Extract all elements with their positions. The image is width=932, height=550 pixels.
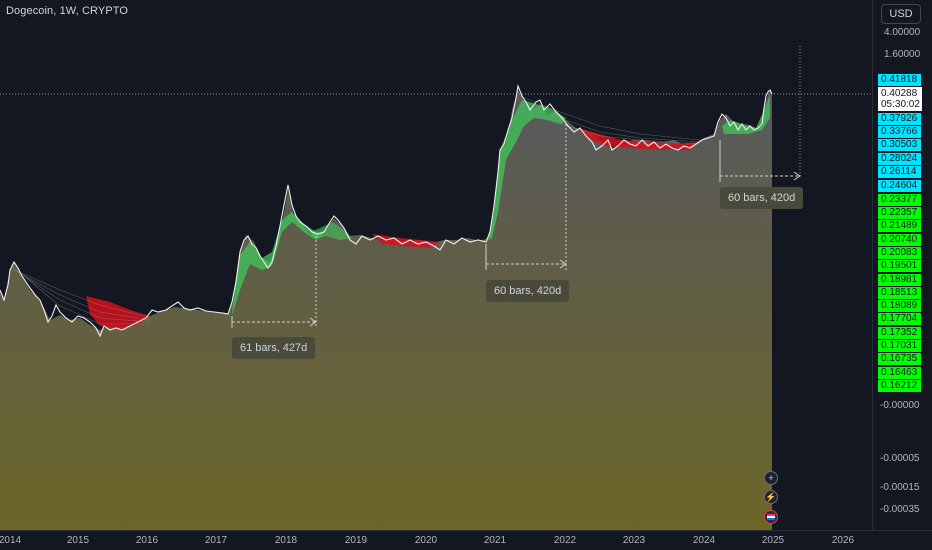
price-tag-green: 0.20740	[878, 234, 921, 246]
price-tag-green: 0.22357	[878, 207, 921, 219]
price-tag-green: 0.20083	[878, 247, 921, 259]
measure-label-1: 61 bars, 427d	[232, 337, 316, 359]
time-axis-label: 2015	[66, 535, 90, 546]
time-axis-label: 2023	[622, 535, 646, 546]
price-tag-green: 0.23377	[878, 194, 921, 206]
time-axis-label: 2026	[831, 535, 855, 546]
price-tag-cyan: 0.28024	[878, 153, 921, 165]
price-tag-cyan: 0.26114	[878, 166, 921, 178]
price-tag-green: 0.17031	[878, 340, 921, 352]
ribbon-band-2017	[232, 212, 324, 315]
price-axis-label: 4.00000	[884, 27, 921, 38]
price-tag-cyan: 0.41818	[878, 74, 921, 86]
price-chart-svg[interactable]	[0, 0, 872, 530]
price-tag-cyan: 0.30503	[878, 139, 921, 151]
price-tag-green: 0.18513	[878, 287, 921, 299]
price-axis-label: -0.00015	[880, 482, 920, 493]
time-axis-label: 2025	[761, 535, 785, 546]
price-tag-cyan: 0.37926	[878, 113, 921, 125]
time-axis-label: 2022	[553, 535, 577, 546]
symbol-title[interactable]: Dogecoin, 1W, CRYPTO	[6, 5, 129, 17]
time-axis-label: 2024	[692, 535, 716, 546]
currency-button[interactable]: USD	[881, 4, 921, 24]
price-axis[interactable]	[872, 0, 932, 530]
price-tag-cyan: 0.24604	[878, 180, 921, 192]
price-tag-green: 0.21489	[878, 220, 921, 232]
price-tag-green: 0.17704	[878, 313, 921, 325]
measure-label-3: 60 bars, 420d	[720, 187, 804, 209]
price-tag-green: 0.18089	[878, 300, 921, 312]
price-tag-green: 0.16463	[878, 367, 921, 379]
flag-icon[interactable]	[764, 510, 778, 524]
price-tag-green: 0.16212	[878, 380, 921, 392]
ribbon-red-2015	[86, 296, 150, 330]
measure-arrow-3[interactable]	[719, 140, 801, 182]
flag-glyph	[767, 514, 775, 520]
price-tag-cyan: 0.33766	[878, 126, 921, 138]
time-axis-label: 2014	[0, 535, 22, 546]
add-icon[interactable]: +	[764, 471, 778, 485]
price-area-fill	[0, 90, 772, 530]
measure-arrow-2[interactable]	[485, 124, 567, 270]
price-axis-label: -0.00035	[880, 504, 920, 515]
price-tag-green: 0.16735	[878, 353, 921, 365]
time-axis-label: 2017	[204, 535, 228, 546]
time-axis[interactable]	[0, 530, 932, 550]
plot-area[interactable]	[0, 0, 872, 530]
price-axis-label: -0.00000	[880, 400, 920, 411]
ribbon-band-2019	[310, 222, 352, 240]
time-axis-label: 2016	[135, 535, 159, 546]
current-price-tag: 0.40288 05:30:02	[878, 87, 922, 111]
measure-label-2: 60 bars, 420d	[486, 280, 570, 302]
bar-countdown: 05:30:02	[881, 99, 920, 110]
price-axis-label: -0.00005	[880, 453, 920, 464]
price-axis-label: 1.60000	[884, 49, 921, 60]
time-axis-label: 2021	[483, 535, 507, 546]
current-price-value: 0.40288	[881, 88, 918, 99]
ribbon-band-2024	[722, 95, 770, 134]
alert-icon[interactable]: ⚡	[764, 490, 778, 504]
price-tag-green: 0.19501	[878, 260, 921, 272]
time-axis-label: 2020	[414, 535, 438, 546]
measure-arrow-1[interactable]	[231, 236, 317, 328]
time-axis-label: 2018	[274, 535, 298, 546]
time-axis-label: 2019	[344, 535, 368, 546]
ribbon-red-2019	[372, 234, 440, 248]
price-tag-green: 0.17352	[878, 327, 921, 339]
price-line	[0, 83, 773, 338]
price-tag-green: 0.18981	[878, 274, 921, 286]
ribbon-band-2021	[488, 100, 566, 240]
